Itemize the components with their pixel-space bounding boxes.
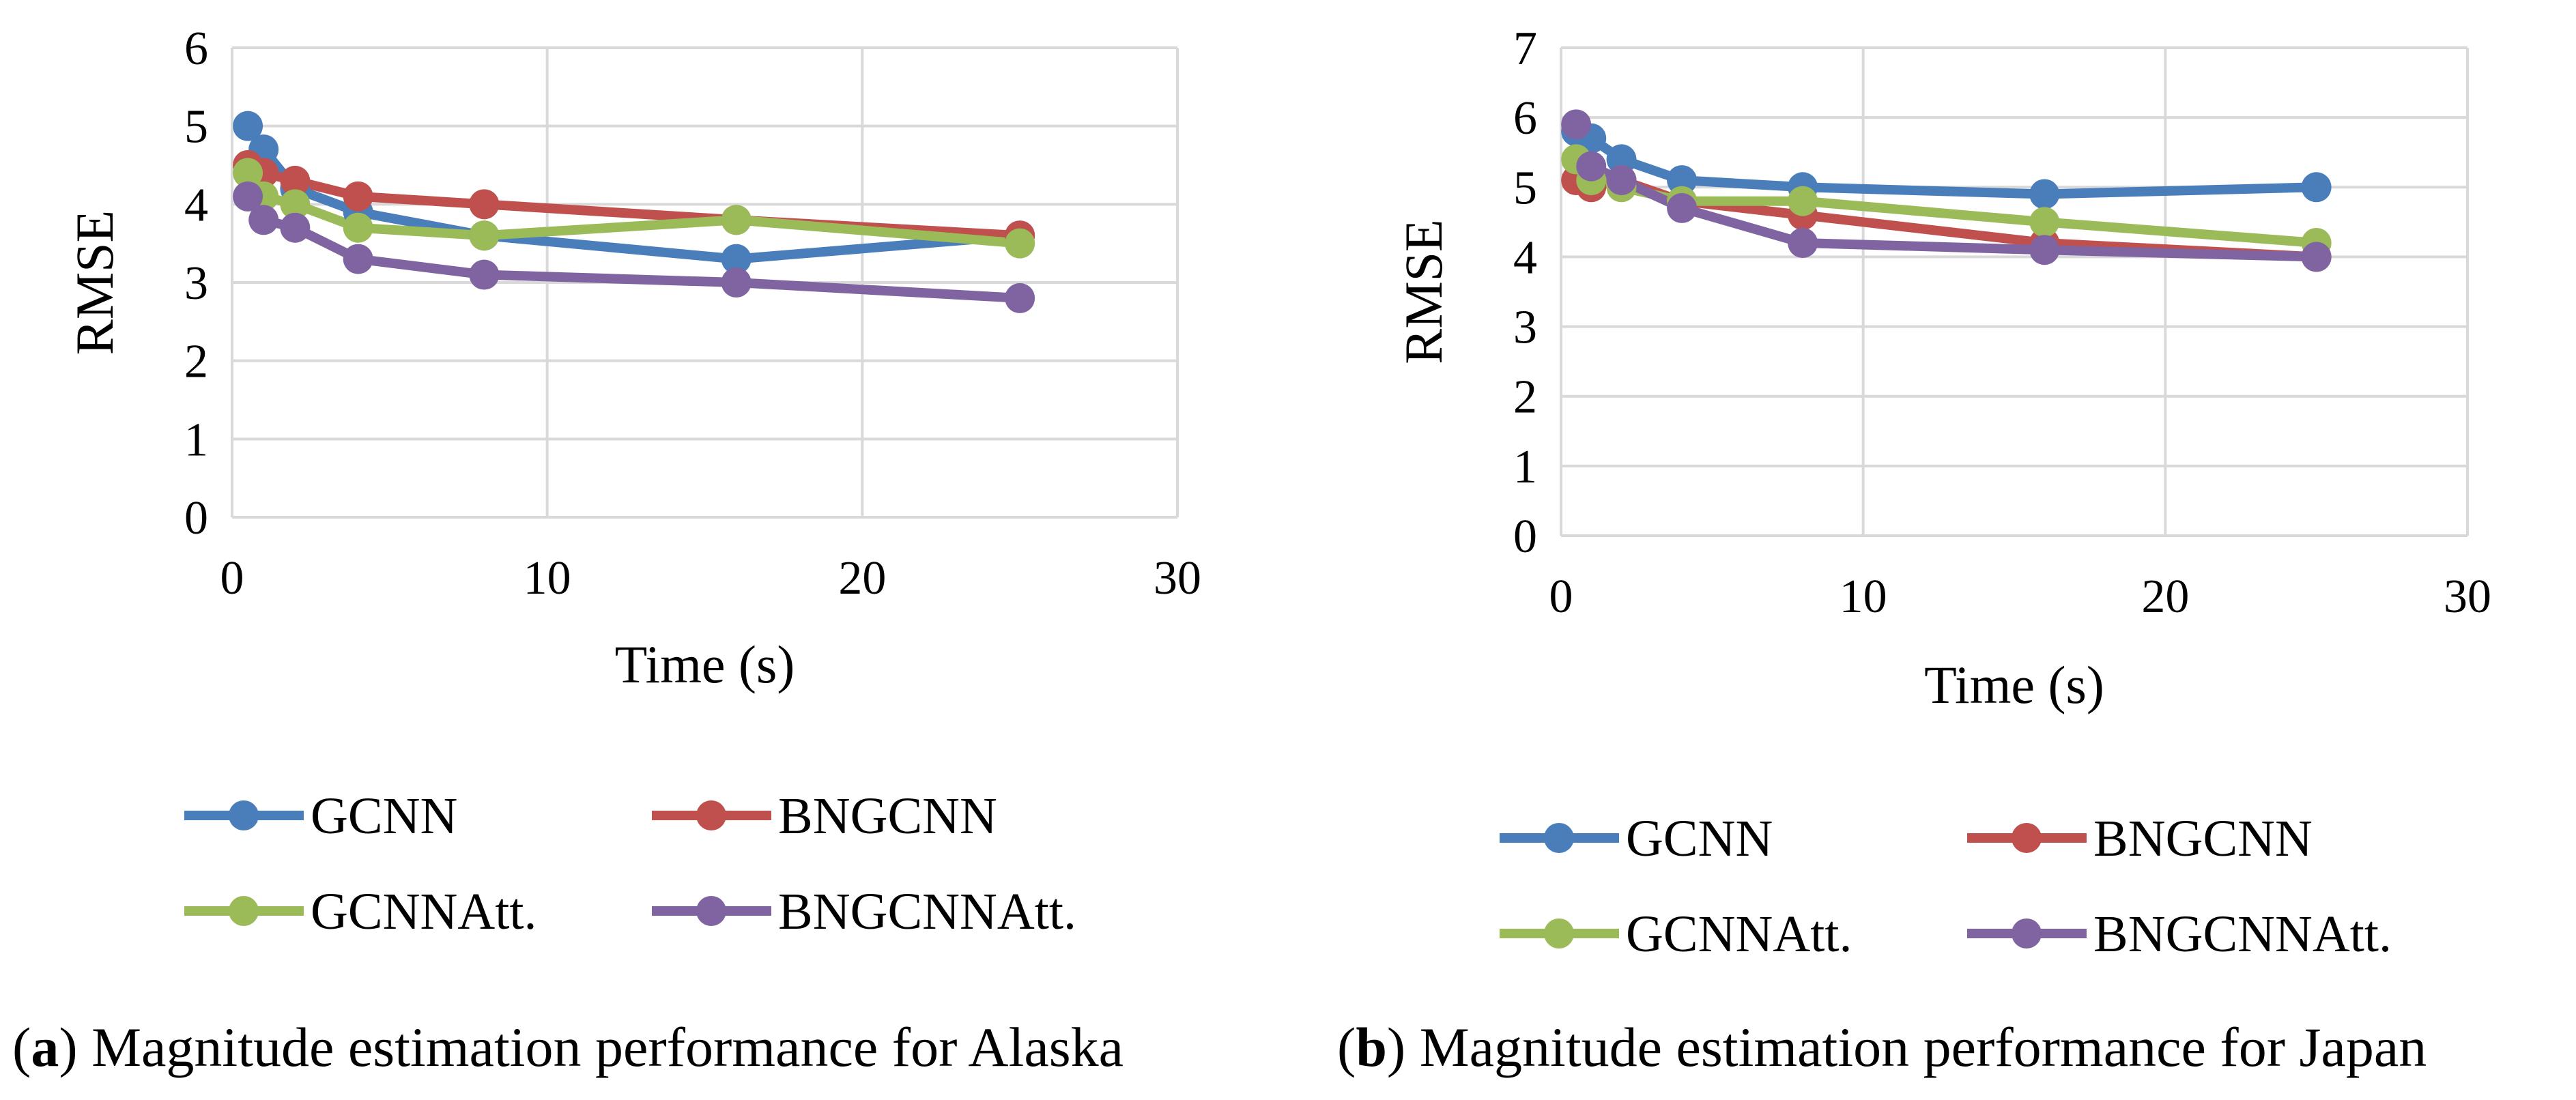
chart-b-series-3-point-6 <box>2301 242 2332 272</box>
chart-a-series-0-point-5 <box>721 244 752 274</box>
chart-b-ytick-label-4: 4 <box>1513 231 1537 284</box>
caption-a: (a) Magnitude estimation performance for… <box>12 1016 1124 1078</box>
chart-a-ytick-label-2: 2 <box>184 336 208 388</box>
chart-b-xtick-label-1: 10 <box>1840 570 1887 623</box>
chart-b-series-0-point-5 <box>2029 179 2060 209</box>
chart-b-ytick-label-2: 2 <box>1513 371 1537 424</box>
chart-a-series-0-point-0 <box>233 111 263 141</box>
caption-b: (b) Magnitude estimation performance for… <box>1337 1016 2427 1078</box>
chart-b-series-3-point-0 <box>1561 109 1592 140</box>
chart-panel-a: 0 1 2 3 4 5 6 0 10 20 30 Time (s) RMSE GCNN BNGCNN GCNN… <box>12 23 1201 1078</box>
chart-b-legend-label-1: BNGCNN <box>2093 810 2313 867</box>
chart-b-legend-marker-3 <box>2012 918 2042 949</box>
caption-b-letter: b <box>1356 1016 1387 1078</box>
chart-panel-b: 0 1 2 3 4 5 6 7 0 10 20 30 Time (s) RMSE GCNN BNGCNN GCN… <box>1288 0 2576 1100</box>
chart-a-xtick-label-1: 10 <box>524 552 571 605</box>
caption-b-text: Magnitude estimation performance for Jap… <box>1419 1016 2427 1078</box>
chart-a-ytick-label-0: 0 <box>184 492 208 545</box>
chart-a-series-3-point-1 <box>248 205 279 235</box>
chart-b-xtick-label-3: 30 <box>2444 570 2491 623</box>
chart-a-ytick-label-3: 3 <box>184 257 208 310</box>
chart-a-ytick-label-5: 5 <box>184 101 208 154</box>
chart-b-legend-label-0: GCNN <box>1626 810 1773 867</box>
chart-a-series-3-point-0 <box>233 181 263 212</box>
chart-b-legend-marker-1 <box>2012 823 2042 853</box>
chart-a-ytick-label-1: 1 <box>184 414 208 466</box>
chart-b-svg: 0 1 2 3 4 5 6 7 0 10 20 30 Time (s) RMSE GCNN BNGCNN GCN… <box>1394 23 2491 963</box>
chart-a-series-3-point-4 <box>469 259 500 290</box>
chart-b-series-3-point-5 <box>2029 235 2060 265</box>
caption-a-letter: a <box>31 1016 59 1078</box>
chart-a-xtick-label-3: 30 <box>1154 552 1201 605</box>
chart-a-legend-label-1: BNGCNN <box>778 787 997 845</box>
chart-a-series-1-point-4 <box>469 189 500 220</box>
chart-a-ytick-label-6: 6 <box>184 23 208 75</box>
chart-a-ytick-label-4: 4 <box>184 179 208 231</box>
chart-a-xtick-label-2: 20 <box>838 552 886 605</box>
chart-a-series-2-point-6 <box>1005 228 1035 259</box>
chart-a-series-1-point-2 <box>280 165 311 196</box>
chart-a-series-2-point-3 <box>343 212 373 243</box>
chart-b-legend-marker-0 <box>1544 823 1574 853</box>
chart-b-legend-marker-2 <box>1544 918 1574 949</box>
chart-b-series-3-point-4 <box>1788 228 1818 258</box>
chart-b-xtick-label-2: 20 <box>2141 570 2189 623</box>
chart-b-series-2-point-4 <box>1788 186 1818 216</box>
chart-b-ytick-label-1: 1 <box>1513 441 1537 493</box>
chart-a-series-3-point-3 <box>343 244 373 274</box>
chart-b-ytick-label-5: 5 <box>1513 162 1537 214</box>
chart-a-series-3-point-5 <box>721 267 752 298</box>
chart-a-xlabel: Time (s) <box>615 635 795 694</box>
chart-a-series-3-point-6 <box>1005 283 1035 313</box>
chart-a-legend-label-2: GCNNAtt. <box>311 883 536 940</box>
chart-a-legend-marker-0 <box>229 800 259 830</box>
chart-b-ytick-label-6: 6 <box>1513 92 1537 145</box>
chart-a-series-2-point-2 <box>280 189 311 220</box>
chart-a-svg: 0 1 2 3 4 5 6 0 10 20 30 Time (s) RMSE GCNN BNGCNN GCNN… <box>65 23 1201 940</box>
chart-a-series-2-point-4 <box>469 220 500 251</box>
chart-a-series-2-point-0 <box>233 158 263 188</box>
chart-b-series-2-point-5 <box>2029 207 2060 237</box>
chart-b-ytick-label-0: 0 <box>1513 510 1537 563</box>
chart-b-series-0-point-3 <box>1667 165 1698 196</box>
chart-b-ytick-label-7: 7 <box>1513 23 1537 75</box>
chart-b-legend-label-3: BNGCNNAtt. <box>2093 906 2392 963</box>
chart-b-xlabel: Time (s) <box>1924 655 2104 714</box>
chart-a-series-1-point-3 <box>343 181 373 212</box>
chart-b-series-3-point-3 <box>1667 192 1698 223</box>
chart-a-ylabel: RMSE <box>65 210 124 355</box>
chart-a-legend-marker-2 <box>229 896 259 926</box>
chart-b-series-0-point-6 <box>2301 172 2332 203</box>
caption-a-text: Magnitude estimation performance for Ala… <box>91 1016 1124 1078</box>
chart-a-xtick-label-0: 0 <box>220 552 244 605</box>
chart-a-series-2-point-5 <box>721 205 752 235</box>
chart-b-legend-label-2: GCNNAtt. <box>1626 906 1852 963</box>
chart-b-ylabel: RMSE <box>1394 219 1453 364</box>
chart-a-series-3-point-2 <box>280 212 311 243</box>
chart-a-legend-marker-1 <box>696 800 726 830</box>
chart-b-series-3-point-1 <box>1576 151 1607 182</box>
chart-a-legend-label-0: GCNN <box>311 787 457 845</box>
chart-b-xtick-label-0: 0 <box>1549 570 1573 623</box>
chart-a-legend-label-3: BNGCNNAtt. <box>778 883 1076 940</box>
chart-b-series-3-point-2 <box>1606 165 1637 196</box>
chart-a-legend-marker-3 <box>696 896 726 926</box>
chart-b-ytick-label-3: 3 <box>1513 302 1537 354</box>
chart-b-series-0-point-2 <box>1606 144 1637 175</box>
